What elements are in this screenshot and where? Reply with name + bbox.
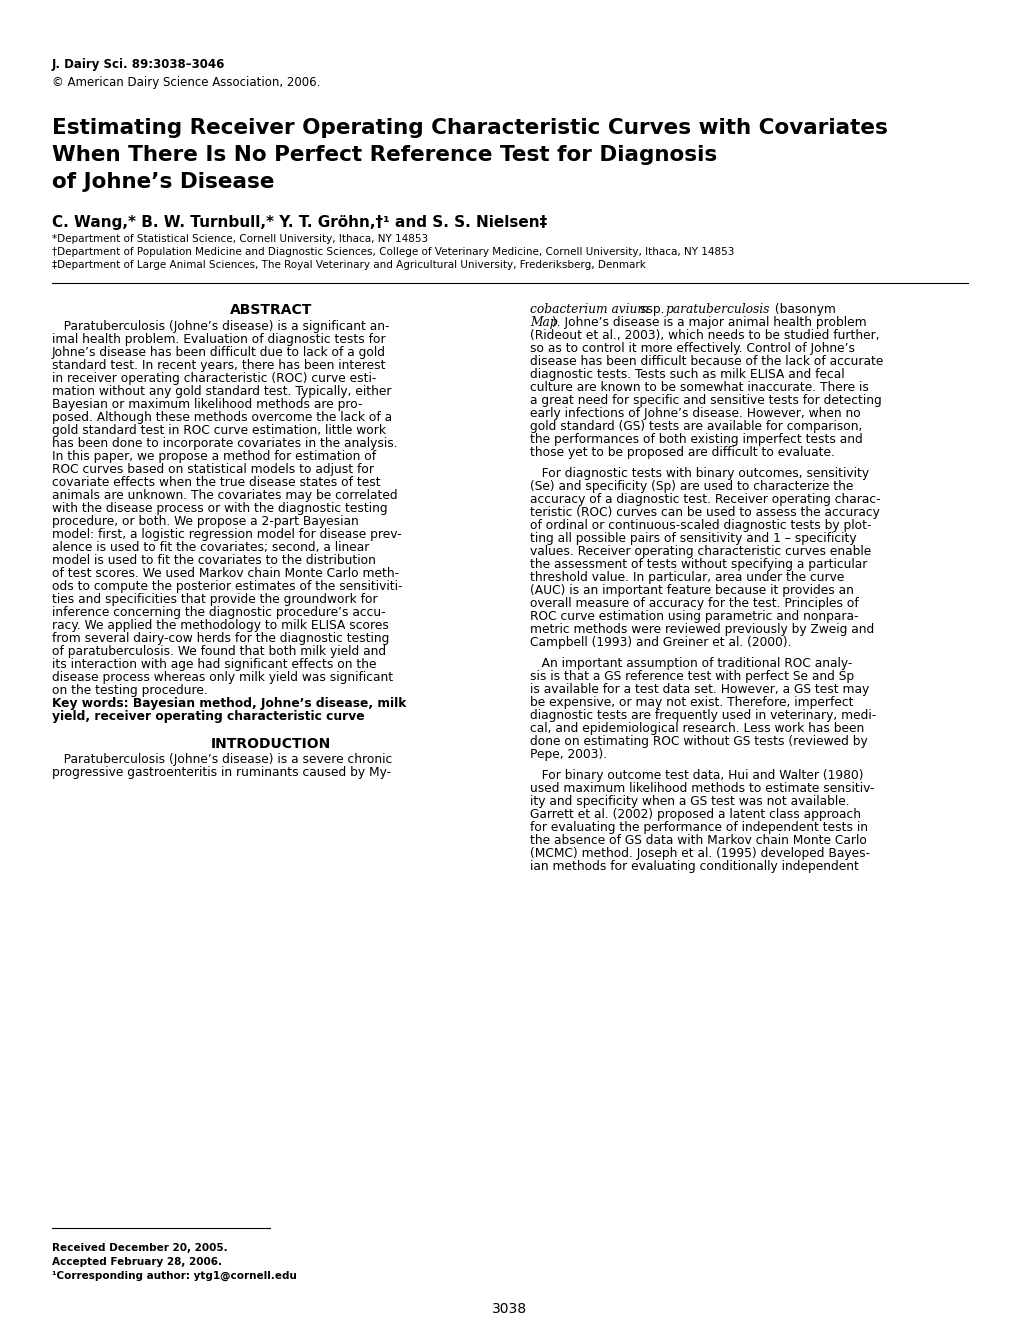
Text: ods to compute the posterior estimates of the sensitiviti-: ods to compute the posterior estimates o…: [52, 579, 403, 593]
Text: posed. Although these methods overcome the lack of a: posed. Although these methods overcome t…: [52, 411, 391, 424]
Text: Map: Map: [530, 315, 557, 329]
Text: with the disease process or with the diagnostic testing: with the disease process or with the dia…: [52, 502, 387, 515]
Text: ties and specificities that provide the groundwork for: ties and specificities that provide the …: [52, 593, 377, 606]
Text: ¹Corresponding author: ytg1@cornell.edu: ¹Corresponding author: ytg1@cornell.edu: [52, 1271, 297, 1282]
Text: ity and specificity when a GS test was not available.: ity and specificity when a GS test was n…: [530, 795, 849, 808]
Text: © American Dairy Science Association, 2006.: © American Dairy Science Association, 20…: [52, 77, 320, 88]
Text: be expensive, or may not exist. Therefore, imperfect: be expensive, or may not exist. Therefor…: [530, 696, 853, 709]
Text: ting all possible pairs of sensitivity and 1 – specificity: ting all possible pairs of sensitivity a…: [530, 532, 856, 545]
Text: alence is used to fit the covariates; second, a linear: alence is used to fit the covariates; se…: [52, 541, 369, 554]
Text: (AUC) is an important feature because it provides an: (AUC) is an important feature because it…: [530, 583, 853, 597]
Text: gold standard test in ROC curve estimation, little work: gold standard test in ROC curve estimati…: [52, 424, 385, 437]
Text: racy. We applied the methodology to milk ELISA scores: racy. We applied the methodology to milk…: [52, 619, 388, 632]
Text: ssp.: ssp.: [636, 304, 667, 315]
Text: those yet to be proposed are difficult to evaluate.: those yet to be proposed are difficult t…: [530, 446, 835, 459]
Text: Johne’s disease has been difficult due to lack of a gold: Johne’s disease has been difficult due t…: [52, 346, 385, 359]
Text: (Se) and specificity (Sp) are used to characterize the: (Se) and specificity (Sp) are used to ch…: [530, 480, 853, 492]
Text: teristic (ROC) curves can be used to assess the accuracy: teristic (ROC) curves can be used to ass…: [530, 506, 879, 519]
Text: covariate effects when the true disease states of test: covariate effects when the true disease …: [52, 477, 380, 488]
Text: ian methods for evaluating conditionally independent: ian methods for evaluating conditionally…: [530, 861, 858, 873]
Text: mation without any gold standard test. Typically, either: mation without any gold standard test. T…: [52, 385, 391, 399]
Text: overall measure of accuracy for the test. Principles of: overall measure of accuracy for the test…: [530, 597, 858, 610]
Text: (MCMC) method. Joseph et al. (1995) developed Bayes-: (MCMC) method. Joseph et al. (1995) deve…: [530, 847, 869, 861]
Text: Paratuberculosis (Johne’s disease) is a severe chronic: Paratuberculosis (Johne’s disease) is a …: [52, 752, 392, 766]
Text: ). Johne’s disease is a major animal health problem: ). Johne’s disease is a major animal hea…: [551, 315, 866, 329]
Text: imal health problem. Evaluation of diagnostic tests for: imal health problem. Evaluation of diagn…: [52, 333, 385, 346]
Text: disease has been difficult because of the lack of accurate: disease has been difficult because of th…: [530, 355, 882, 368]
Text: Campbell (1993) and Greiner et al. (2000).: Campbell (1993) and Greiner et al. (2000…: [530, 636, 791, 649]
Text: gold standard (GS) tests are available for comparison,: gold standard (GS) tests are available f…: [530, 420, 861, 433]
Text: cal, and epidemiological research. Less work has been: cal, and epidemiological research. Less …: [530, 722, 863, 735]
Text: ROC curve estimation using parametric and nonpara-: ROC curve estimation using parametric an…: [530, 610, 858, 623]
Text: early infections of Johne’s disease. However, when no: early infections of Johne’s disease. How…: [530, 407, 860, 420]
Text: so as to control it more effectively. Control of Johne’s: so as to control it more effectively. Co…: [530, 342, 854, 355]
Text: used maximum likelihood methods to estimate sensitiv-: used maximum likelihood methods to estim…: [530, 781, 873, 795]
Text: of test scores. We used Markov chain Monte Carlo meth-: of test scores. We used Markov chain Mon…: [52, 568, 398, 579]
Text: has been done to incorporate covariates in the analysis.: has been done to incorporate covariates …: [52, 437, 397, 450]
Text: For diagnostic tests with binary outcomes, sensitivity: For diagnostic tests with binary outcome…: [530, 467, 868, 480]
Text: on the testing procedure.: on the testing procedure.: [52, 684, 208, 697]
Text: ROC curves based on statistical models to adjust for: ROC curves based on statistical models t…: [52, 463, 374, 477]
Text: In this paper, we propose a method for estimation of: In this paper, we propose a method for e…: [52, 450, 376, 463]
Text: Paratuberculosis (Johne’s disease) is a significant an-: Paratuberculosis (Johne’s disease) is a …: [52, 319, 389, 333]
Text: the assessment of tests without specifying a particular: the assessment of tests without specifyi…: [530, 558, 866, 572]
Text: †Department of Population Medicine and Diagnostic Sciences, College of Veterinar: †Department of Population Medicine and D…: [52, 247, 734, 257]
Text: done on estimating ROC without GS tests (reviewed by: done on estimating ROC without GS tests …: [530, 735, 867, 748]
Text: yield, receiver operating characteristic curve: yield, receiver operating characteristic…: [52, 710, 364, 723]
Text: model is used to fit the covariates to the distribution: model is used to fit the covariates to t…: [52, 554, 376, 568]
Text: of paratuberculosis. We found that both milk yield and: of paratuberculosis. We found that both …: [52, 645, 386, 657]
Text: accuracy of a diagnostic test. Receiver operating charac-: accuracy of a diagnostic test. Receiver …: [530, 492, 879, 506]
Text: An important assumption of traditional ROC analy-: An important assumption of traditional R…: [530, 657, 852, 671]
Text: J. Dairy Sci. 89:3038–3046: J. Dairy Sci. 89:3038–3046: [52, 58, 225, 71]
Text: ABSTRACT: ABSTRACT: [229, 304, 312, 317]
Text: threshold value. In particular, area under the curve: threshold value. In particular, area und…: [530, 572, 844, 583]
Text: diagnostic tests. Tests such as milk ELISA and fecal: diagnostic tests. Tests such as milk ELI…: [530, 368, 844, 381]
Text: of ordinal or continuous-scaled diagnostic tests by plot-: of ordinal or continuous-scaled diagnost…: [530, 519, 870, 532]
Text: For binary outcome test data, Hui and Walter (1980): For binary outcome test data, Hui and Wa…: [530, 770, 863, 781]
Text: (basonym: (basonym: [770, 304, 835, 315]
Text: from several dairy-cow herds for the diagnostic testing: from several dairy-cow herds for the dia…: [52, 632, 389, 645]
Text: its interaction with age had significant effects on the: its interaction with age had significant…: [52, 657, 376, 671]
Text: paratuberculosis: paratuberculosis: [664, 304, 768, 315]
Text: progressive gastroenteritis in ruminants caused by My-: progressive gastroenteritis in ruminants…: [52, 766, 390, 779]
Text: Bayesian or maximum likelihood methods are pro-: Bayesian or maximum likelihood methods a…: [52, 399, 362, 411]
Text: metric methods were reviewed previously by Zweig and: metric methods were reviewed previously …: [530, 623, 873, 636]
Text: When There Is No Perfect Reference Test for Diagnosis: When There Is No Perfect Reference Test …: [52, 145, 716, 165]
Text: C. Wang,* B. W. Turnbull,* Y. T. Gröhn,†¹ and S. S. Nielsen‡: C. Wang,* B. W. Turnbull,* Y. T. Gröhn,†…: [52, 215, 547, 230]
Text: INTRODUCTION: INTRODUCTION: [211, 737, 331, 751]
Text: in receiver operating characteristic (ROC) curve esti-: in receiver operating characteristic (RO…: [52, 372, 376, 385]
Text: the performances of both existing imperfect tests and: the performances of both existing imperf…: [530, 433, 862, 446]
Text: Accepted February 28, 2006.: Accepted February 28, 2006.: [52, 1257, 222, 1267]
Text: model: first, a logistic regression model for disease prev-: model: first, a logistic regression mode…: [52, 528, 401, 541]
Text: 3038: 3038: [492, 1302, 527, 1316]
Text: is available for a test data set. However, a GS test may: is available for a test data set. Howeve…: [530, 682, 868, 696]
Text: values. Receiver operating characteristic curves enable: values. Receiver operating characteristi…: [530, 545, 870, 558]
Text: diagnostic tests are frequently used in veterinary, medi-: diagnostic tests are frequently used in …: [530, 709, 875, 722]
Text: ‡Department of Large Animal Sciences, The Royal Veterinary and Agricultural Univ: ‡Department of Large Animal Sciences, Th…: [52, 260, 645, 271]
Text: Pepe, 2003).: Pepe, 2003).: [530, 748, 606, 762]
Text: procedure, or both. We propose a 2-part Bayesian: procedure, or both. We propose a 2-part …: [52, 515, 359, 528]
Text: disease process whereas only milk yield was significant: disease process whereas only milk yield …: [52, 671, 392, 684]
Text: (Rideout et al., 2003), which needs to be studied further,: (Rideout et al., 2003), which needs to b…: [530, 329, 878, 342]
Text: of Johne’s Disease: of Johne’s Disease: [52, 172, 274, 191]
Text: inference concerning the diagnostic procedure’s accu-: inference concerning the diagnostic proc…: [52, 606, 385, 619]
Text: culture are known to be somewhat inaccurate. There is: culture are known to be somewhat inaccur…: [530, 381, 868, 393]
Text: animals are unknown. The covariates may be correlated: animals are unknown. The covariates may …: [52, 488, 397, 502]
Text: *Department of Statistical Science, Cornell University, Ithaca, NY 14853: *Department of Statistical Science, Corn…: [52, 234, 428, 244]
Text: Estimating Receiver Operating Characteristic Curves with Covariates: Estimating Receiver Operating Characteri…: [52, 117, 887, 139]
Text: the absence of GS data with Markov chain Monte Carlo: the absence of GS data with Markov chain…: [530, 834, 866, 847]
Text: sis is that a GS reference test with perfect Se and Sp: sis is that a GS reference test with per…: [530, 671, 853, 682]
Text: Key words: Bayesian method, Johne’s disease, milk: Key words: Bayesian method, Johne’s dise…: [52, 697, 406, 710]
Text: standard test. In recent years, there has been interest: standard test. In recent years, there ha…: [52, 359, 385, 372]
Text: a great need for specific and sensitive tests for detecting: a great need for specific and sensitive …: [530, 393, 880, 407]
Text: Received December 20, 2005.: Received December 20, 2005.: [52, 1243, 227, 1253]
Text: cobacterium avium: cobacterium avium: [530, 304, 648, 315]
Text: for evaluating the performance of independent tests in: for evaluating the performance of indepe…: [530, 821, 867, 834]
Text: Garrett et al. (2002) proposed a latent class approach: Garrett et al. (2002) proposed a latent …: [530, 808, 860, 821]
